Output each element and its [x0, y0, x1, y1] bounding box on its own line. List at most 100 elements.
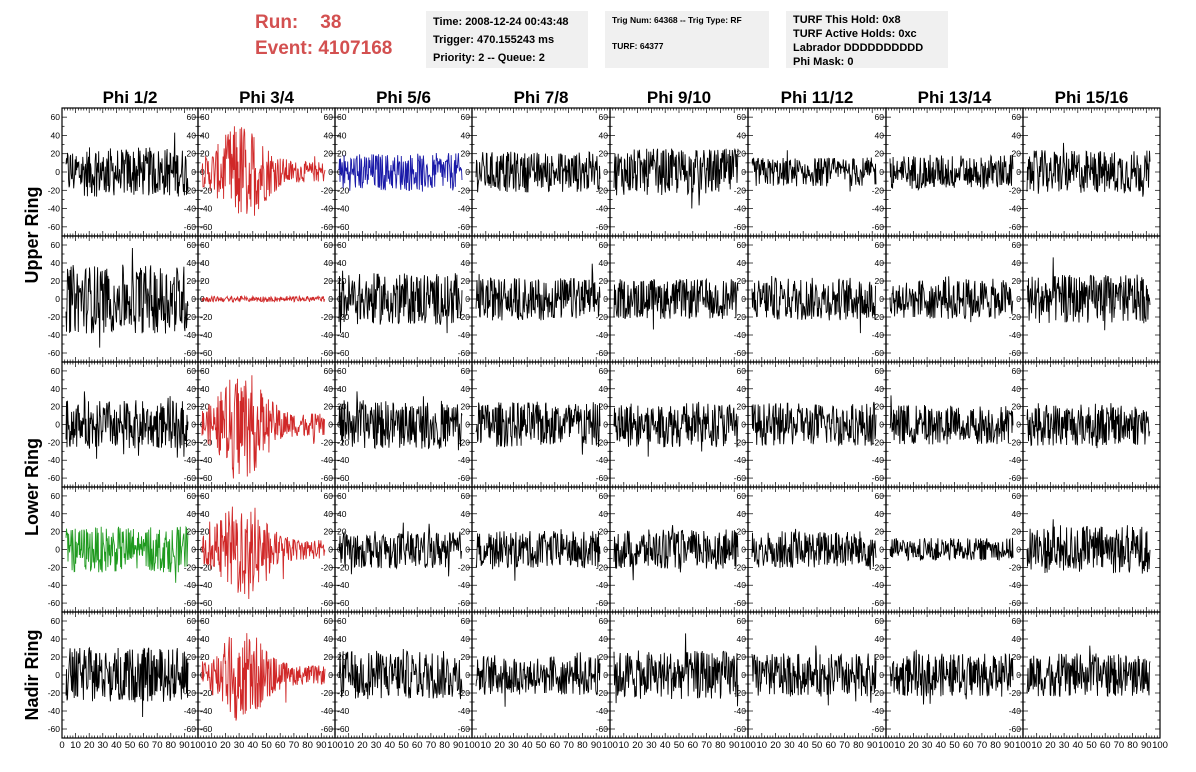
y-tick-label: 0	[603, 294, 608, 304]
turf-hold-text: TURF This Hold: 0x8	[793, 14, 901, 26]
y-tick-label: -40	[184, 455, 197, 465]
y-tick-label: 20	[461, 652, 471, 662]
y-tick-label: 20	[1012, 652, 1022, 662]
y-tick-label: -60	[337, 598, 350, 608]
y-tick-label: 0	[465, 670, 470, 680]
y-tick-label: 0	[879, 167, 884, 177]
waveform-panel: -60 -40 -20 0 20 40 60	[596, 235, 749, 363]
y-tick-label: 60	[599, 112, 609, 122]
y-tick-label: -20	[1009, 185, 1022, 195]
x-tick-label: 100	[1015, 740, 1031, 751]
y-tick-label: -60	[458, 724, 471, 734]
y-tick-label: -40	[872, 455, 885, 465]
waveform-trace	[1026, 142, 1151, 197]
x-tick-label: 70	[563, 740, 574, 751]
waveform-trace	[338, 391, 463, 451]
x-tick-label: 60	[275, 740, 286, 751]
waveform-trace	[1026, 519, 1151, 574]
x-tick-label: 20	[494, 740, 505, 751]
x-tick-label: 20	[770, 740, 781, 751]
waveform-trace	[65, 646, 189, 718]
y-tick-label: -40	[734, 706, 747, 716]
y-tick-label: 40	[324, 258, 334, 268]
y-tick-label: -20	[596, 562, 609, 572]
y-tick-label: 40	[875, 634, 885, 644]
y-tick-label: -60	[1009, 222, 1022, 232]
y-tick-label: 40	[461, 509, 471, 519]
x-tick-label: 10	[70, 740, 81, 751]
y-tick-label: 20	[187, 402, 197, 412]
y-tick-label: 60	[187, 491, 197, 501]
x-tick-label: 90	[1004, 740, 1015, 751]
y-tick-label: 40	[875, 384, 885, 394]
waveform-panel: -60 -40 -20 0 20 40 60	[458, 361, 611, 488]
y-tick-label: -40	[872, 204, 885, 214]
x-tick-label: 10	[343, 740, 354, 751]
column-header: Phi 3/4	[239, 88, 294, 107]
run-label: Run:	[255, 12, 299, 33]
x-tick-label: 50	[812, 740, 823, 751]
y-tick-label: 40	[737, 634, 747, 644]
x-tick-label: 60	[412, 740, 423, 751]
x-tick-label: 60	[550, 740, 561, 751]
y-tick-label: -20	[1009, 562, 1022, 572]
waveform-trace	[475, 401, 601, 455]
waveform-panel: -60 -40 -20 0 20 40 60	[734, 361, 887, 488]
y-tick-label: 40	[337, 384, 347, 394]
y-tick-label: -40	[1009, 580, 1022, 590]
waveform-panel: -60 -40 -20 0 20 40 60	[734, 611, 887, 739]
y-tick-label: 20	[51, 276, 61, 286]
y-tick-label: -60	[337, 348, 350, 358]
y-tick-label: 40	[737, 509, 747, 519]
x-tick-label: 60	[688, 740, 699, 751]
y-tick-label: 0	[603, 167, 608, 177]
x-tick-label: 70	[152, 740, 163, 751]
y-tick-label: 40	[875, 130, 885, 140]
y-tick-label: 20	[51, 527, 61, 537]
y-tick-label: 20	[599, 276, 609, 286]
y-tick-label: 0	[191, 294, 196, 304]
y-tick-label: 60	[200, 616, 210, 626]
y-tick-label: 0	[741, 167, 746, 177]
y-tick-label: -40	[184, 204, 197, 214]
x-tick-label: 50	[536, 740, 547, 751]
y-tick-label: -20	[596, 312, 609, 322]
waveform-panel: -60 -40 -20 0 20 40 60	[1009, 107, 1161, 237]
y-tick-label: 60	[187, 616, 197, 626]
waveform-trace	[613, 277, 739, 330]
y-tick-label: 20	[737, 149, 747, 159]
y-tick-label: 20	[187, 527, 197, 537]
y-tick-label: -60	[184, 724, 197, 734]
x-tick-label: 100	[602, 740, 618, 751]
y-tick-label: -60	[734, 222, 747, 232]
y-tick-label: -40	[48, 580, 61, 590]
turf-active-text: TURF Active Holds: 0xc	[793, 28, 917, 40]
y-tick-label: -20	[48, 562, 61, 572]
labrador-text: Labrador DDDDDDDDDD	[793, 42, 924, 54]
y-tick-label: 0	[328, 294, 333, 304]
y-tick-label: 60	[51, 491, 61, 501]
x-tick-label: 50	[398, 740, 409, 751]
x-tick-label: 20	[1045, 740, 1056, 751]
y-tick-label: -20	[200, 312, 213, 322]
x-tick-label: 0	[59, 740, 64, 751]
x-tick-label: 80	[990, 740, 1001, 751]
y-tick-label: -60	[872, 222, 885, 232]
y-tick-label: -20	[321, 688, 334, 698]
y-tick-label: 40	[1012, 634, 1022, 644]
y-tick-label: -40	[48, 455, 61, 465]
y-tick-label: -40	[200, 204, 213, 214]
y-tick-label: -40	[1009, 204, 1022, 214]
x-tick-label: 70	[426, 740, 437, 751]
x-tick-label: 30	[646, 740, 657, 751]
y-tick-label: 0	[328, 670, 333, 680]
y-tick-label: -60	[872, 473, 885, 483]
y-tick-label: -20	[200, 562, 213, 572]
y-tick-label: 40	[200, 258, 210, 268]
y-tick-label: -60	[200, 222, 213, 232]
y-tick-label: 20	[1012, 402, 1022, 412]
waveform-trace	[65, 132, 189, 197]
y-tick-label: 60	[737, 112, 747, 122]
